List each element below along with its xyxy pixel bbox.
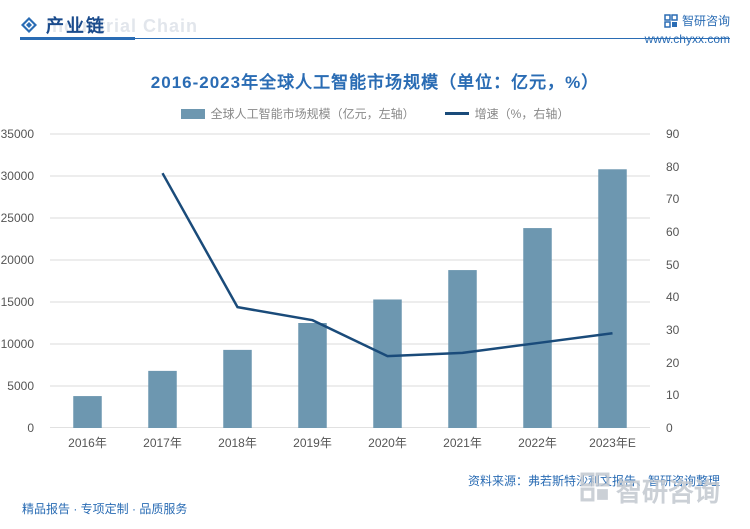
chart-plot: 0500010000150002000025000300003500001020…: [40, 128, 660, 458]
legend-line-label: 增速（%，右轴）: [475, 105, 570, 122]
y-left-tick: 20000: [0, 253, 34, 267]
header-underline: [20, 38, 730, 39]
y-right-tick: 90: [666, 127, 696, 141]
bar: [448, 270, 477, 428]
x-tick: 2017年: [143, 434, 182, 451]
x-tick: 2020年: [368, 434, 407, 451]
legend-line: 增速（%，右轴）: [445, 105, 570, 122]
y-right-tick: 10: [666, 388, 696, 402]
x-tick: 2019年: [293, 434, 332, 451]
y-right-tick: 50: [666, 258, 696, 272]
y-right-tick: 80: [666, 160, 696, 174]
x-tick: 2023年E: [589, 434, 636, 451]
line-swatch-icon: [445, 112, 469, 115]
y-right-tick: 0: [666, 421, 696, 435]
bar: [223, 350, 252, 428]
section-title: 产业链: [46, 12, 106, 38]
y-right-tick: 40: [666, 290, 696, 304]
y-right-tick: 20: [666, 356, 696, 370]
brand-name: 智研咨询: [682, 12, 730, 30]
y-left-tick: 35000: [0, 127, 34, 141]
y-left-tick: 25000: [0, 211, 34, 225]
y-left-tick: 15000: [0, 295, 34, 309]
chart-area: 2016-2023年全球人工智能市场规模（单位：亿元，%） 全球人工智能市场规模…: [0, 48, 750, 458]
source-prefix: 资料来源：: [468, 474, 528, 488]
bar: [523, 228, 552, 428]
source-line: 资料来源：弗若斯特沙利文报告、智研咨询整理: [0, 472, 750, 489]
x-tick: 2018年: [218, 434, 257, 451]
header-bar: 产业链 Industrial Chain 智研咨询 www.chyxx.com: [0, 0, 750, 48]
legend-bar-label: 全球人工智能市场规模（亿元，左轴）: [211, 105, 415, 122]
legend-bar: 全球人工智能市场规模（亿元，左轴）: [181, 105, 415, 122]
brand-icon: [664, 14, 678, 28]
diamond-icon: [20, 16, 38, 34]
x-tick: 2022年: [518, 434, 557, 451]
footer-tagline: 精品报告 · 专项定制 · 品质服务: [22, 500, 187, 517]
y-left-tick: 10000: [0, 337, 34, 351]
y-right-tick: 30: [666, 323, 696, 337]
chart-legend: 全球人工智能市场规模（亿元，左轴） 增速（%，右轴）: [30, 105, 720, 122]
brand-row: 智研咨询: [645, 12, 730, 30]
x-tick: 2016年: [68, 434, 107, 451]
chart-title: 2016-2023年全球人工智能市场规模（单位：亿元，%）: [30, 68, 720, 93]
bar: [298, 323, 327, 428]
header-brand: 智研咨询 www.chyxx.com: [645, 12, 730, 48]
chart-svg: [40, 128, 660, 428]
brand-url: www.chyxx.com: [645, 30, 730, 48]
source-text: 弗若斯特沙利文报告、智研咨询整理: [528, 474, 720, 488]
y-right-tick: 70: [666, 192, 696, 206]
bar: [373, 299, 402, 428]
y-left-tick: 5000: [0, 379, 34, 393]
bar: [73, 396, 102, 428]
y-right-tick: 60: [666, 225, 696, 239]
bar: [598, 169, 627, 428]
header-left: 产业链: [20, 12, 106, 38]
y-left-tick: 0: [0, 421, 34, 435]
x-tick: 2021年: [443, 434, 482, 451]
y-left-tick: 30000: [0, 169, 34, 183]
bar: [148, 371, 177, 428]
bar-swatch-icon: [181, 109, 205, 119]
